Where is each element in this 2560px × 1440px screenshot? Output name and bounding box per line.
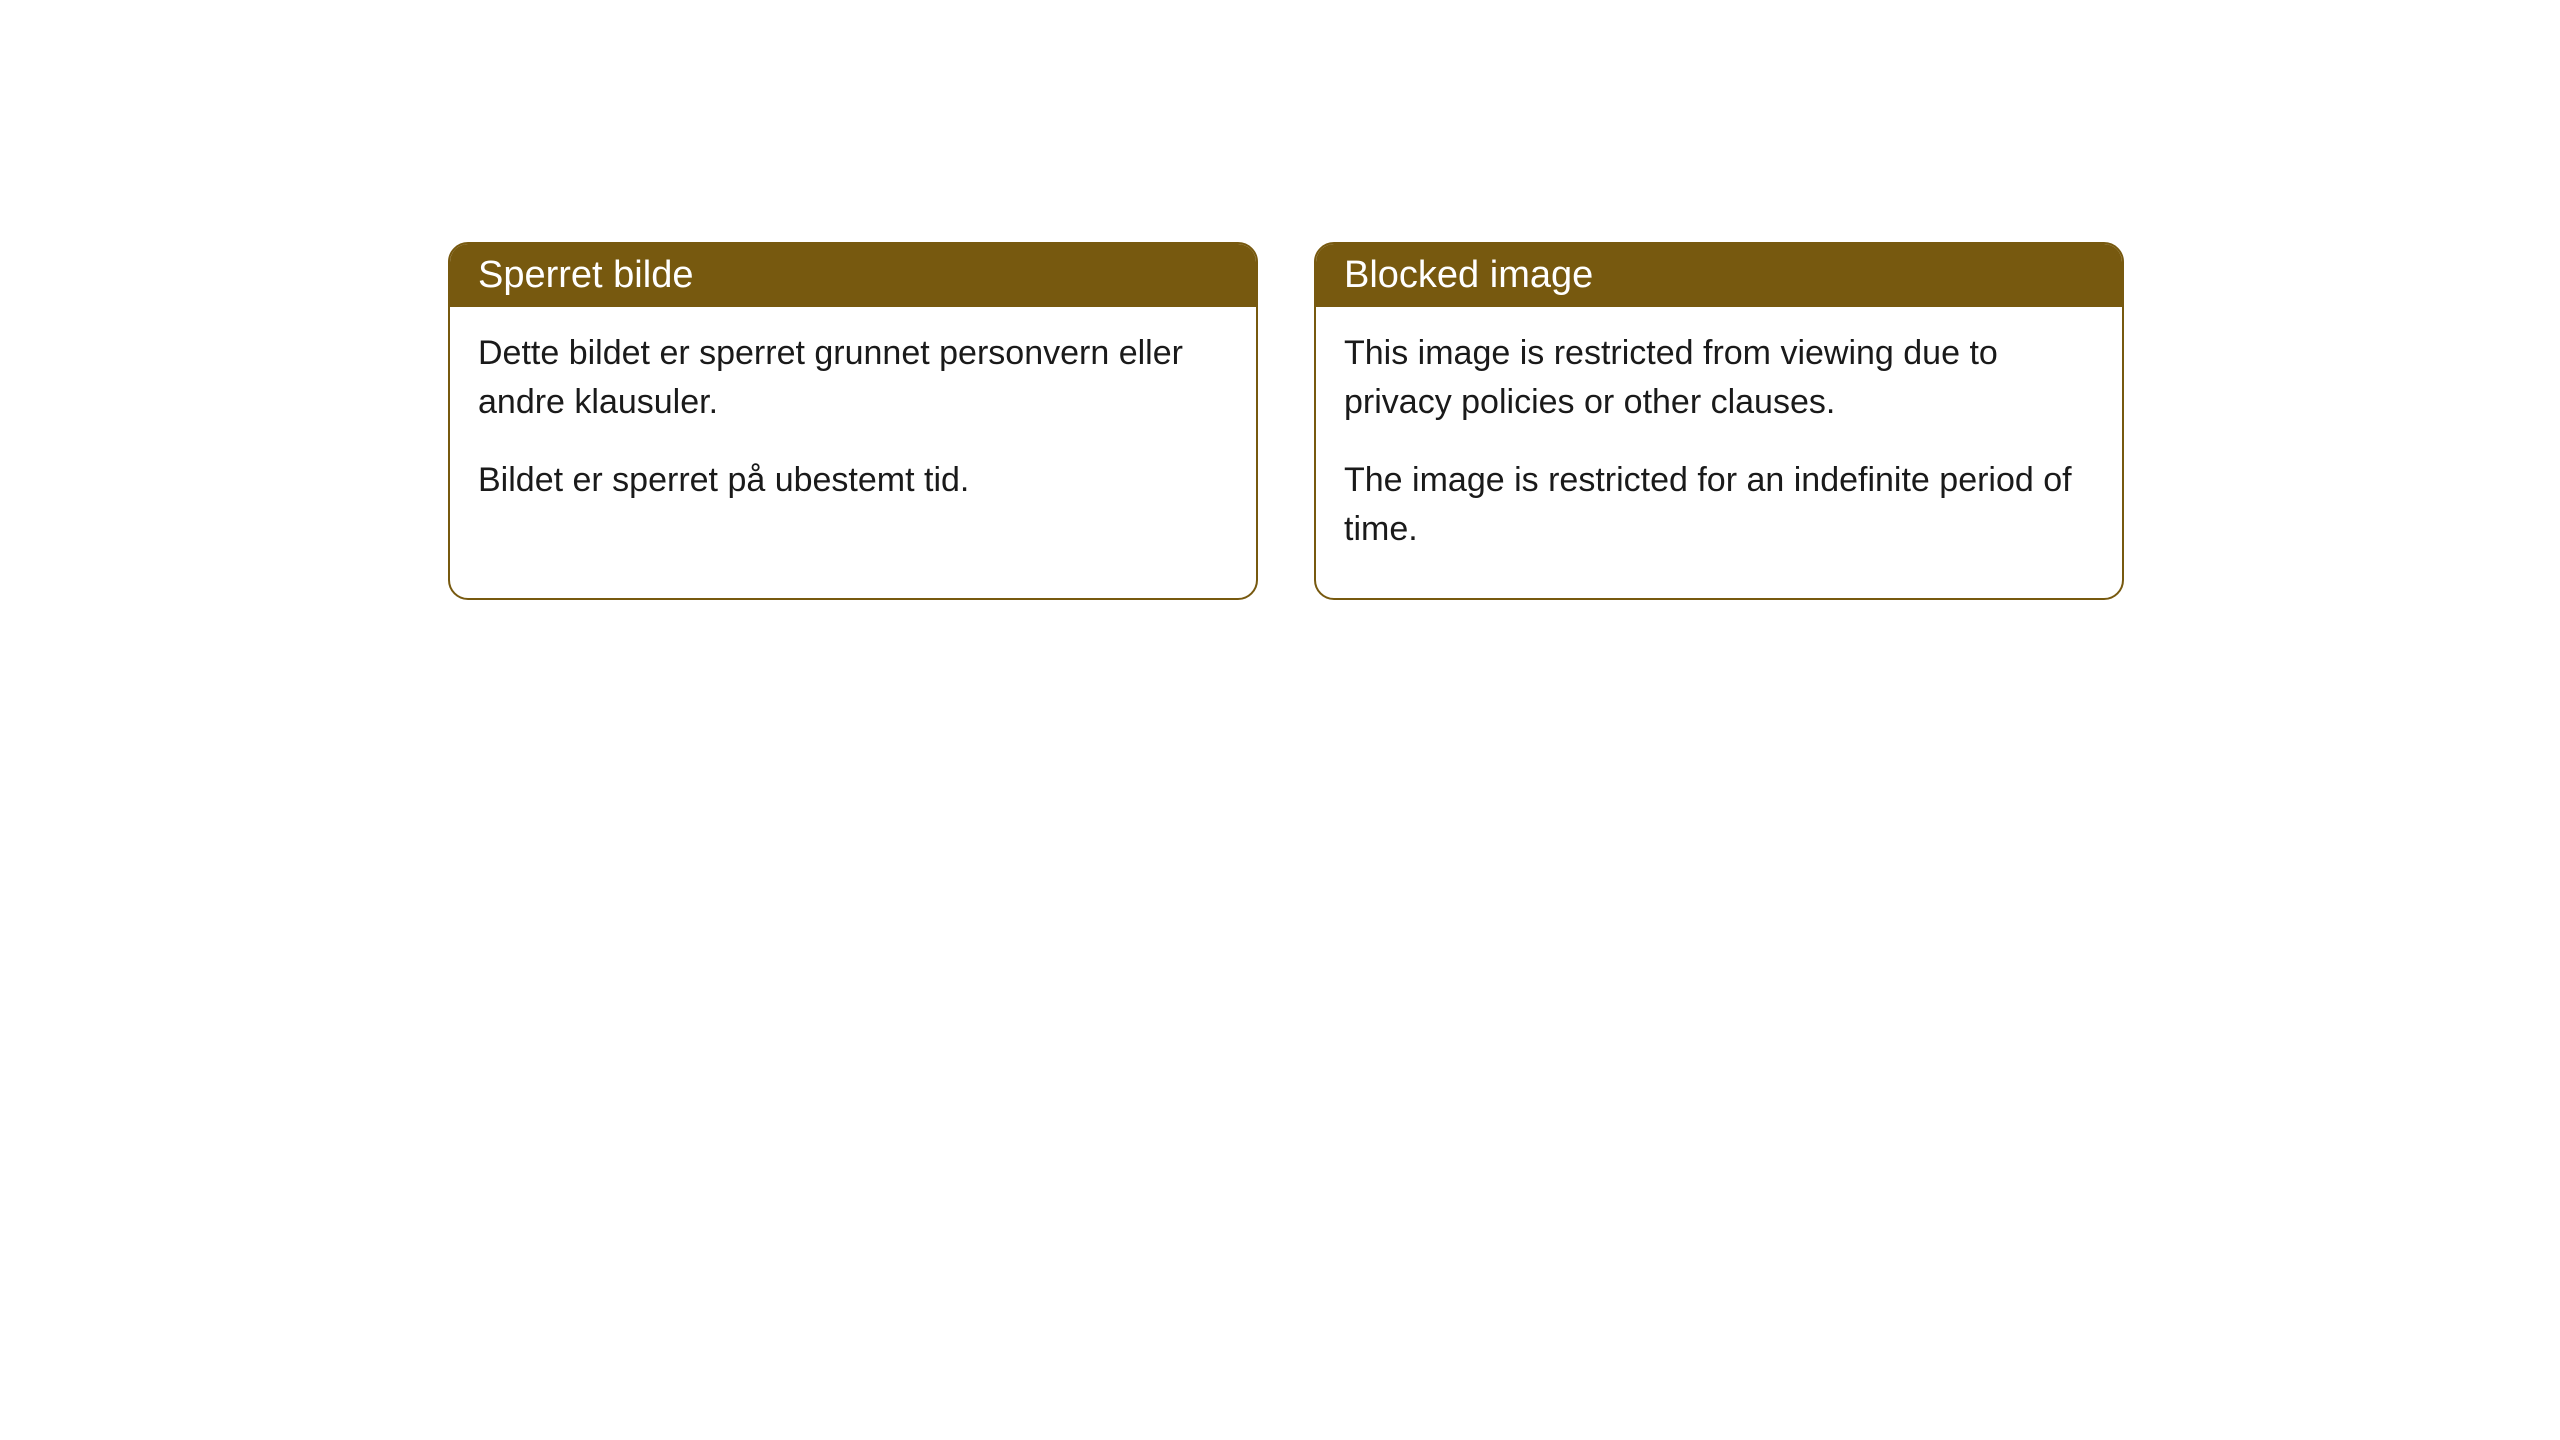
notice-card-norwegian: Sperret bilde Dette bildet er sperret gr… xyxy=(448,242,1258,600)
card-body: Dette bildet er sperret grunnet personve… xyxy=(450,307,1256,549)
notice-card-english: Blocked image This image is restricted f… xyxy=(1314,242,2124,600)
card-header: Sperret bilde xyxy=(450,244,1256,307)
card-body: This image is restricted from viewing du… xyxy=(1316,307,2122,598)
card-paragraph: The image is restricted for an indefinit… xyxy=(1344,456,2094,555)
card-paragraph: This image is restricted from viewing du… xyxy=(1344,329,2094,428)
card-header: Blocked image xyxy=(1316,244,2122,307)
card-title: Blocked image xyxy=(1344,254,1593,296)
card-paragraph: Dette bildet er sperret grunnet personve… xyxy=(478,329,1228,428)
notice-container: Sperret bilde Dette bildet er sperret gr… xyxy=(448,242,2124,600)
card-title: Sperret bilde xyxy=(478,254,693,296)
card-paragraph: Bildet er sperret på ubestemt tid. xyxy=(478,456,1228,505)
